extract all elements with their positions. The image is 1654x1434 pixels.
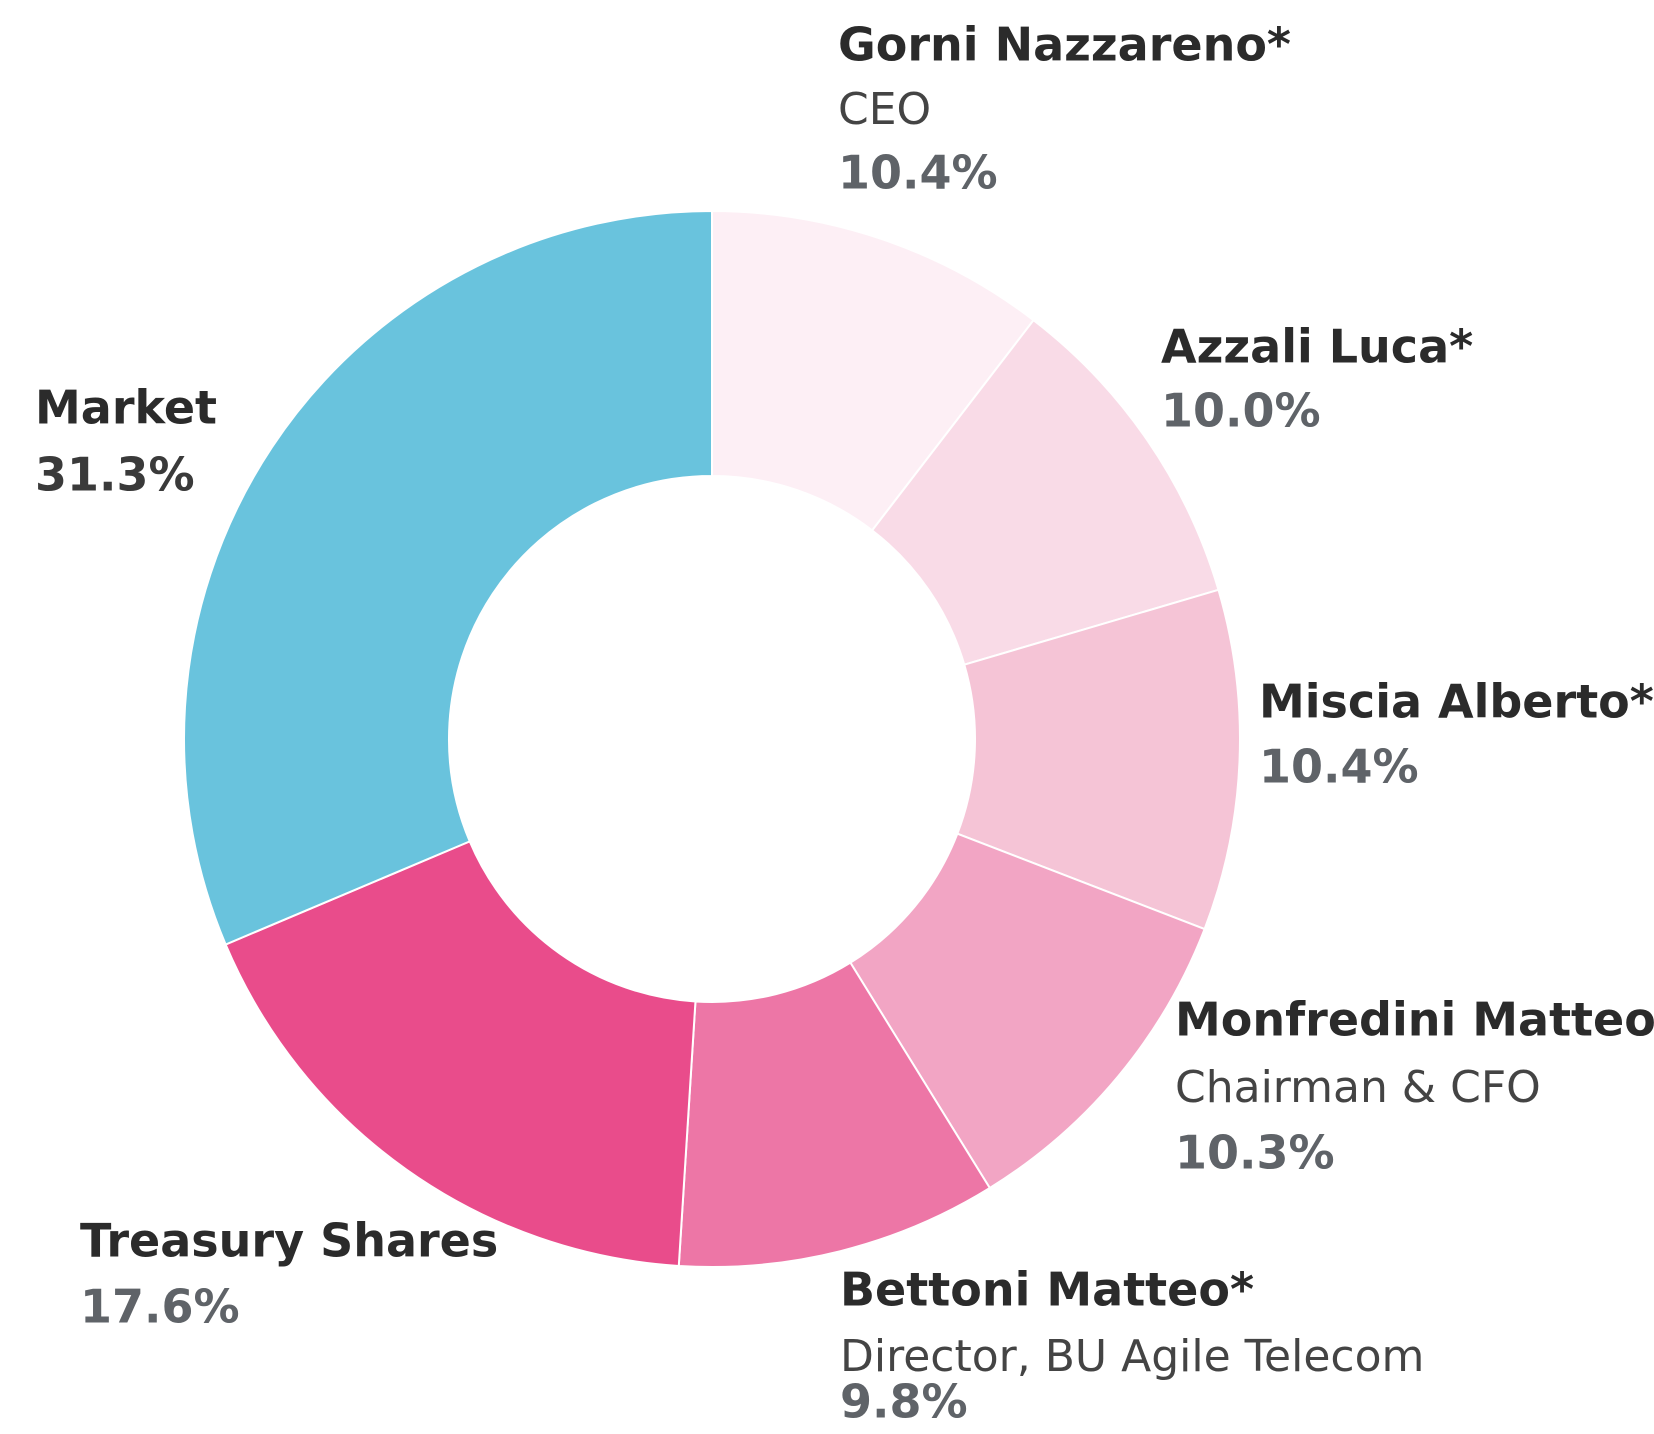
role-label: CEO <box>838 84 931 135</box>
donut-segment <box>711 209 1035 532</box>
category-label: Market <box>35 381 217 435</box>
donut-segment <box>870 318 1220 666</box>
donut-segment <box>848 832 1206 1190</box>
value-label: 9.8% <box>840 1375 968 1429</box>
value-label: 31.3% <box>35 448 195 502</box>
role-label: Director, BU Agile Telecom <box>840 1331 1424 1382</box>
value-label: 10.0% <box>1161 384 1321 438</box>
value-label: 10.3% <box>1175 1126 1335 1180</box>
category-label: Treasury Shares <box>80 1214 498 1268</box>
value-label: 17.6% <box>80 1280 240 1334</box>
category-label: Bettoni Matteo* <box>840 1263 1254 1317</box>
donut-segment <box>183 209 713 946</box>
role-label: Chairman & CFO <box>1175 1062 1541 1113</box>
donut-segment <box>956 588 1241 931</box>
donut-segment <box>224 840 697 1268</box>
value-label: 10.4% <box>838 146 998 200</box>
category-label: Monfredini Matteo* <box>1175 993 1654 1047</box>
value-label: 10.4% <box>1259 740 1419 794</box>
donut-segment <box>677 961 992 1268</box>
category-label: Miscia Alberto* <box>1259 675 1654 729</box>
category-label: Gorni Nazzareno* <box>838 18 1291 72</box>
category-label: Azzali Luca* <box>1161 320 1473 374</box>
